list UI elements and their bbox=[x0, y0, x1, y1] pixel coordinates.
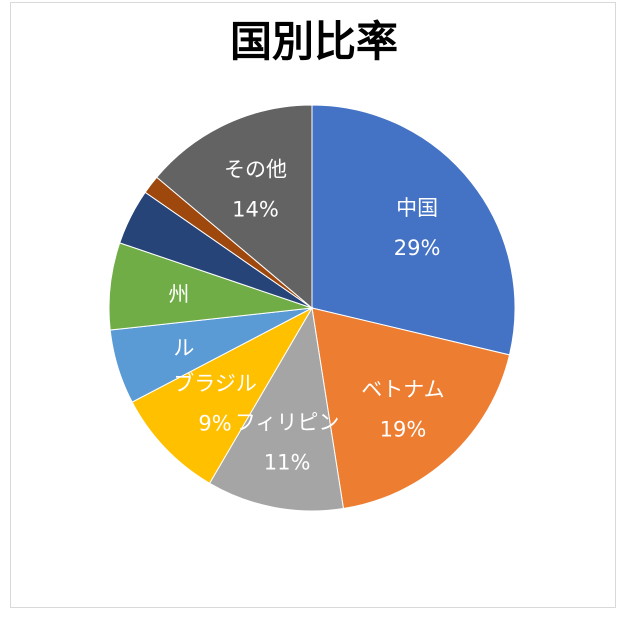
slice-value-label: 19% bbox=[380, 417, 427, 441]
pie-slice-2 bbox=[311, 307, 511, 510]
pie-slice-3 bbox=[208, 306, 345, 512]
slice-category-label: 州 bbox=[168, 282, 189, 306]
slice-value-label: 11% bbox=[264, 451, 311, 475]
slice-value-label: 29% bbox=[394, 236, 441, 260]
pie-slice-4 bbox=[131, 306, 314, 484]
chart-title: 国別比率 bbox=[229, 17, 398, 66]
slice-category-label: フィリピン bbox=[235, 411, 340, 435]
pie-slice-1 bbox=[311, 104, 516, 356]
pie-slice-9 bbox=[156, 104, 313, 310]
slice-value-label: 14% bbox=[232, 198, 279, 222]
pie-labels: 中国 29% ベトナム 19% フィリピン 11% ブラジル 9% ル 州 その他 14% bbox=[168, 158, 444, 475]
slice-category-label: ベトナム bbox=[361, 377, 444, 401]
slice-category-label: その他 bbox=[224, 158, 287, 182]
slice-category-label: 中国 bbox=[396, 196, 438, 220]
slice-category-label: ブラジル bbox=[173, 372, 257, 396]
slice-value-label: 9% bbox=[198, 412, 231, 436]
slice-category-label: ル bbox=[173, 336, 194, 360]
pie-slices bbox=[108, 104, 516, 512]
